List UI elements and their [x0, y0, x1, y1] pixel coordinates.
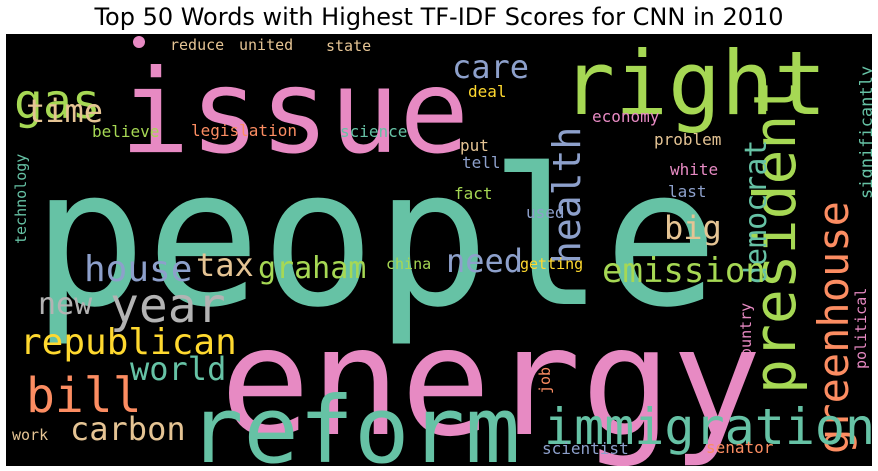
- word-fact: fact: [454, 184, 493, 203]
- word-emission: emission: [602, 251, 766, 291]
- cloud-dot: [133, 36, 145, 48]
- word-state: state: [326, 37, 371, 55]
- word-world: world: [130, 350, 226, 388]
- word-senator: senator: [706, 438, 774, 457]
- word-job: job: [536, 367, 554, 394]
- word-reduce: reduce: [170, 36, 224, 54]
- word-economy: economy: [592, 107, 660, 126]
- word-democrat: democrat: [739, 140, 774, 285]
- word-tax: tax: [196, 246, 254, 284]
- word-work: work: [12, 426, 48, 444]
- word-legislation: legislation: [191, 121, 297, 140]
- word-carbon: carbon: [70, 410, 186, 448]
- word-white: white: [670, 160, 718, 179]
- word-energy: energy: [220, 296, 762, 466]
- word-cloud: people energy issue reform right president gre…: [6, 34, 872, 466]
- word-getting: getting: [520, 255, 583, 273]
- word-deal: deal: [468, 82, 507, 101]
- word-health: health: [545, 127, 589, 264]
- word-gas: gas: [14, 74, 101, 130]
- word-technology: technology: [12, 154, 30, 244]
- word-united: united: [239, 36, 293, 54]
- word-president: president: [741, 80, 809, 394]
- word-graham: graham: [258, 251, 366, 286]
- word-need: need: [446, 242, 523, 280]
- word-reform: reform: [188, 377, 520, 466]
- word-care: care: [452, 48, 529, 86]
- chart-title: Top 50 Words with Highest TF-IDF Scores …: [94, 3, 784, 31]
- word-scientist: scientist: [542, 439, 629, 458]
- word-house: house: [84, 249, 192, 290]
- word-right: right: [562, 34, 827, 135]
- word-time: time: [26, 92, 103, 130]
- word-significantly: significantly: [857, 66, 872, 199]
- word-political: political: [852, 288, 870, 369]
- word-put: put: [460, 136, 489, 155]
- word-bill: bill: [26, 368, 142, 424]
- word-believe: believe: [92, 122, 159, 141]
- word-big: big: [664, 209, 722, 247]
- word-problem: problem: [654, 130, 721, 149]
- word-used: used: [526, 203, 565, 222]
- word-greenhouse: greenhouse: [809, 201, 858, 454]
- word-science: science: [340, 122, 407, 141]
- word-people: people: [32, 128, 718, 349]
- word-tell: tell: [462, 153, 501, 172]
- word-new: new: [38, 287, 93, 322]
- word-immigration: immigration: [544, 398, 872, 456]
- word-republican: republican: [20, 322, 237, 363]
- word-last: last: [668, 182, 707, 201]
- word-issue: issue: [120, 45, 469, 180]
- word-china: china: [386, 255, 431, 273]
- word-year: year: [110, 278, 226, 334]
- word-country: country: [737, 303, 755, 366]
